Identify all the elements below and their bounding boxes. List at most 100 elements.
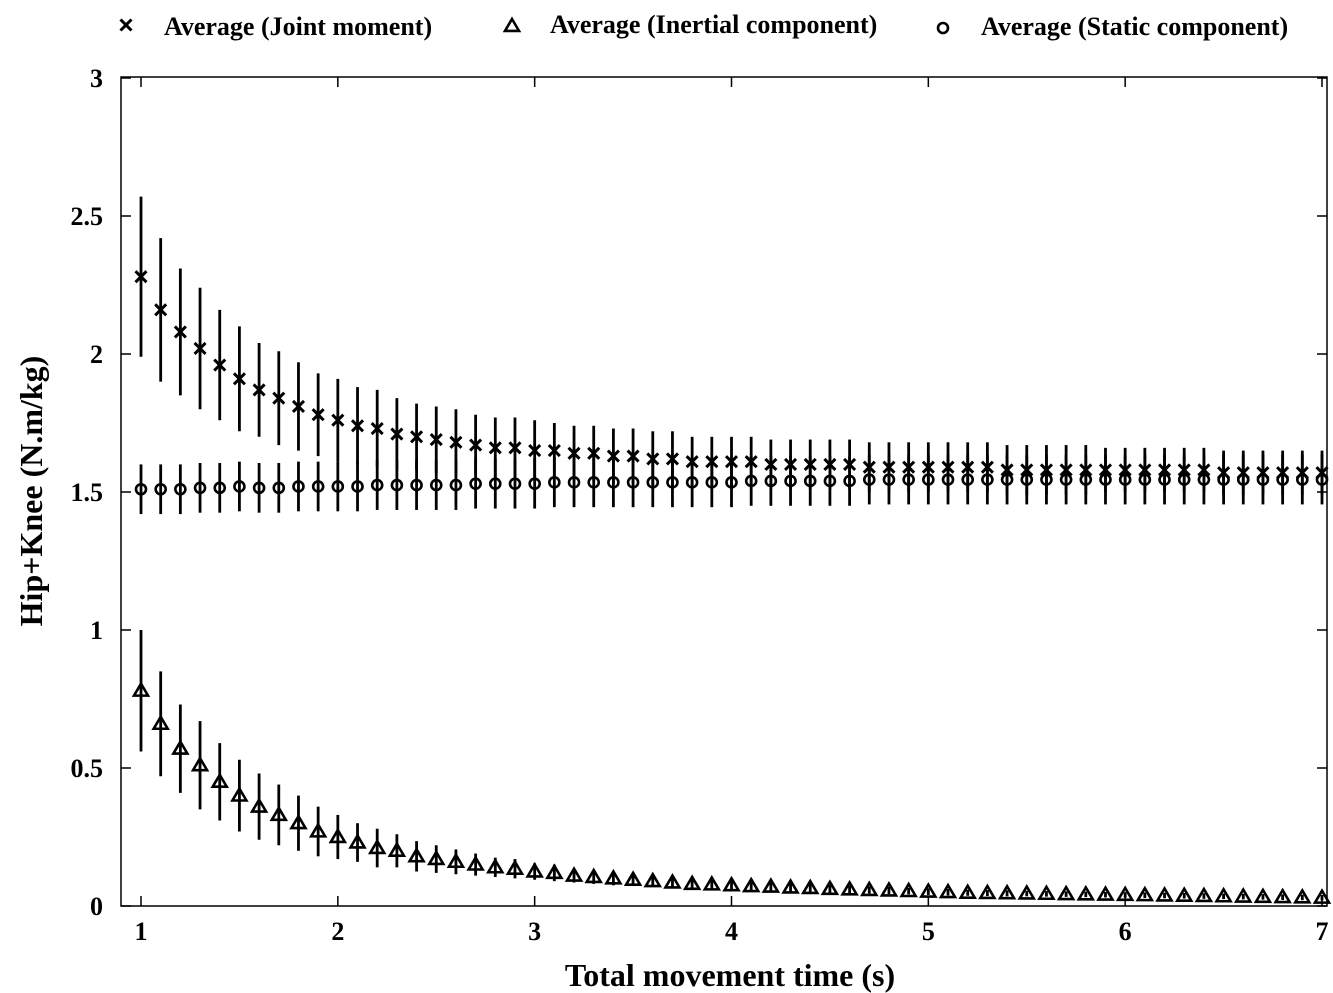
- point-triangle: [1312, 888, 1332, 904]
- point-circle: [469, 477, 482, 491]
- point-triangle: [860, 880, 879, 897]
- point-circle: [626, 476, 640, 489]
- point-x: [134, 270, 148, 284]
- point-circle: [1197, 473, 1211, 486]
- point-circle: [311, 480, 325, 493]
- point-x: [272, 391, 286, 405]
- point-circle: [1000, 473, 1014, 486]
- point-circle: [370, 478, 384, 492]
- point-circle: [1256, 473, 1270, 486]
- point-circle: [1315, 473, 1329, 486]
- point-circle: [843, 474, 856, 488]
- point-circle: [1040, 473, 1053, 486]
- point-circle: [1217, 473, 1230, 486]
- point-x: [469, 438, 483, 452]
- point-circle: [390, 478, 404, 492]
- point-circle: [528, 477, 541, 491]
- point-triangle: [919, 882, 938, 898]
- point-x: [606, 449, 620, 463]
- point-triangle: [367, 838, 387, 855]
- point-circle: [213, 481, 227, 495]
- point-x: [370, 421, 384, 436]
- point-circle: [351, 480, 364, 493]
- point-circle: [705, 476, 719, 489]
- point-triangle: [781, 877, 800, 894]
- point-circle: [233, 480, 246, 493]
- point-triangle: [1194, 886, 1214, 903]
- point-circle: [666, 476, 679, 489]
- point-circle: [272, 481, 286, 495]
- y-tick-label: 1.5: [71, 478, 104, 507]
- point-triangle: [820, 879, 840, 896]
- point-circle: [902, 473, 915, 486]
- point-triangle: [958, 883, 977, 899]
- point-triangle: [663, 872, 682, 889]
- point-x: [410, 430, 424, 444]
- point-triangle: [879, 880, 899, 897]
- legend-marker-triangle-shape: [502, 16, 522, 33]
- point-triangle: [289, 813, 308, 830]
- point-circle: [961, 473, 975, 486]
- point-circle: [725, 476, 738, 489]
- point-circle: [488, 477, 502, 491]
- point-x: [331, 413, 345, 427]
- point-circle: [646, 476, 660, 489]
- point-circle: [449, 478, 463, 492]
- point-x: [311, 408, 325, 422]
- x-tick-label: 5: [922, 917, 935, 946]
- point-triangle: [1273, 887, 1292, 904]
- point-circle: [252, 481, 266, 495]
- point-triangle: [1214, 886, 1233, 903]
- point-circle: [174, 482, 187, 496]
- point-circle: [1020, 473, 1034, 486]
- point-circle: [1079, 473, 1093, 486]
- point-circle: [1276, 473, 1289, 486]
- point-triangle: [840, 879, 859, 896]
- point-x: [154, 303, 168, 317]
- point-circle: [685, 476, 699, 489]
- point-circle: [1099, 473, 1112, 486]
- point-triangle: [800, 878, 820, 895]
- point-x: [232, 372, 246, 386]
- legend-label-static-component: Average (Static component): [981, 12, 1288, 41]
- point-circle: [410, 478, 423, 492]
- point-triangle: [702, 874, 722, 891]
- point-triangle: [210, 772, 230, 788]
- legend-entry-inertial-component: Average (Inertial component): [502, 10, 877, 39]
- y-tick-label: 1: [90, 616, 103, 645]
- point-triangle: [545, 863, 564, 880]
- point-triangle: [1056, 884, 1076, 901]
- point-triangle: [426, 849, 446, 866]
- point-triangle: [407, 846, 426, 863]
- x-tick-label: 6: [1119, 917, 1132, 946]
- point-circle: [981, 473, 994, 486]
- legend-marker-x-shape: [119, 18, 133, 32]
- point-triangle: [682, 874, 702, 891]
- point-x: [291, 399, 306, 414]
- y-tick-label: 3: [90, 64, 103, 93]
- legend-marker-circle: [936, 21, 950, 35]
- point-triangle: [230, 786, 249, 802]
- point-triangle: [761, 877, 781, 893]
- point-triangle: [190, 755, 210, 772]
- legend-label-inertial-component: Average (Inertial component): [550, 10, 877, 39]
- point-circle: [1236, 473, 1250, 486]
- legend-marker-triangle: [502, 16, 522, 33]
- point-circle: [1158, 473, 1171, 486]
- point-circle: [508, 477, 522, 491]
- point-x: [449, 435, 463, 449]
- point-circle: [922, 473, 935, 486]
- point-circle: [862, 473, 876, 486]
- data-marks: [131, 196, 1332, 904]
- point-triangle: [1233, 887, 1253, 903]
- point-triangle: [997, 883, 1017, 900]
- x-tick-label: 4: [725, 917, 738, 946]
- point-circle: [744, 474, 758, 488]
- point-circle: [1059, 473, 1073, 486]
- point-triangle: [899, 881, 918, 898]
- point-circle: [607, 476, 620, 489]
- point-triangle: [446, 852, 466, 869]
- point-circle: [1296, 473, 1309, 486]
- point-triangle: [328, 827, 348, 844]
- legend-marker-circle-shape: [936, 21, 950, 35]
